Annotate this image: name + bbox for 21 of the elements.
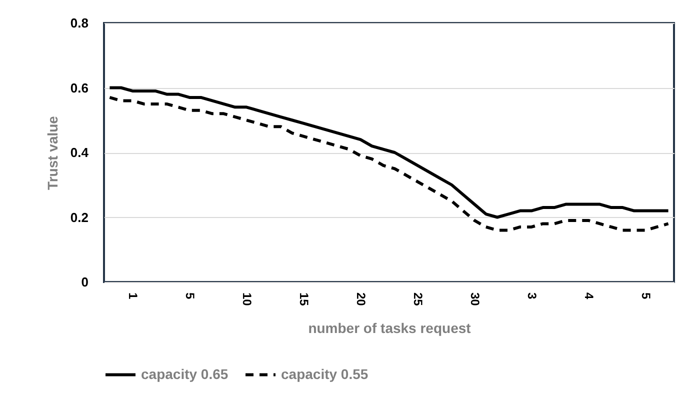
x-tick-label: 25 (411, 292, 425, 306)
x-axis-title: number of tasks request (308, 320, 472, 336)
legend-label: capacity 0.55 (281, 366, 368, 382)
x-tick-label: 10 (240, 292, 254, 306)
y-axis-title: Trust value (44, 116, 60, 190)
x-tick-label: 5 (183, 292, 197, 300)
x-tick-label: 5 (639, 292, 653, 300)
y-tick-label: 0.4 (70, 145, 90, 160)
y-tick-label: 0 (81, 274, 88, 290)
x-tick-label: 30 (468, 292, 482, 306)
line-series (108, 96, 670, 232)
x-tick-label: 15 (297, 292, 311, 306)
x-tick-label: 1 (126, 292, 140, 300)
x-tick-label: 3 (525, 292, 539, 300)
x-tick-label: 20 (354, 292, 368, 306)
y-tick-label: 0.6 (70, 80, 88, 96)
y-tick-label: 0.2 (70, 210, 88, 225)
legend-label: capacity 0.65 (141, 366, 228, 382)
line-series (108, 86, 670, 219)
x-tick-label: 4 (582, 292, 596, 300)
y-tick-label: 0.8 (70, 16, 88, 30)
